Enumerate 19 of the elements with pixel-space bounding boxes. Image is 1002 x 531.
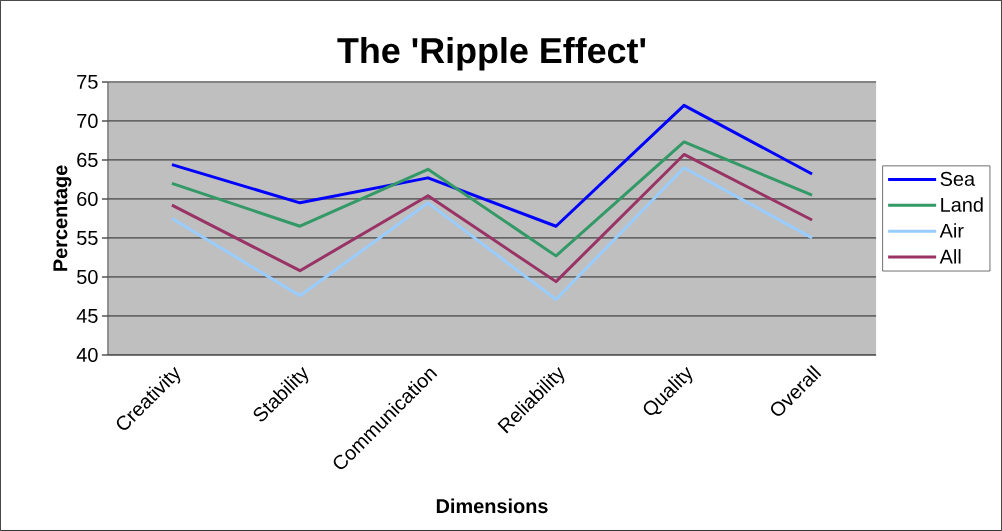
legend-label: Air: [939, 223, 964, 238]
y-tick-label: 65: [77, 152, 98, 168]
y-tick-label: 60: [77, 191, 98, 207]
x-axis-title: Dimensions: [436, 498, 548, 514]
line-series: [170, 140, 814, 258]
y-tick-label: 40: [76, 347, 98, 363]
chart-title: The 'Ripple Effect': [337, 37, 646, 71]
y-tick-label: 55: [77, 231, 98, 245]
y-tick-label: 70: [77, 113, 98, 129]
legend-label: Sea: [940, 171, 976, 186]
line-series: [170, 153, 814, 284]
y-tick-label: 50: [77, 269, 98, 285]
line-series: [170, 166, 814, 302]
y-tick-label: 45: [76, 309, 98, 323]
legend-label: Land: [941, 197, 983, 212]
line-series: [170, 103, 814, 228]
y-tick-label: 75: [77, 75, 98, 89]
legend-label: All: [939, 249, 961, 264]
y-axis-title: Percentage: [53, 165, 72, 271]
